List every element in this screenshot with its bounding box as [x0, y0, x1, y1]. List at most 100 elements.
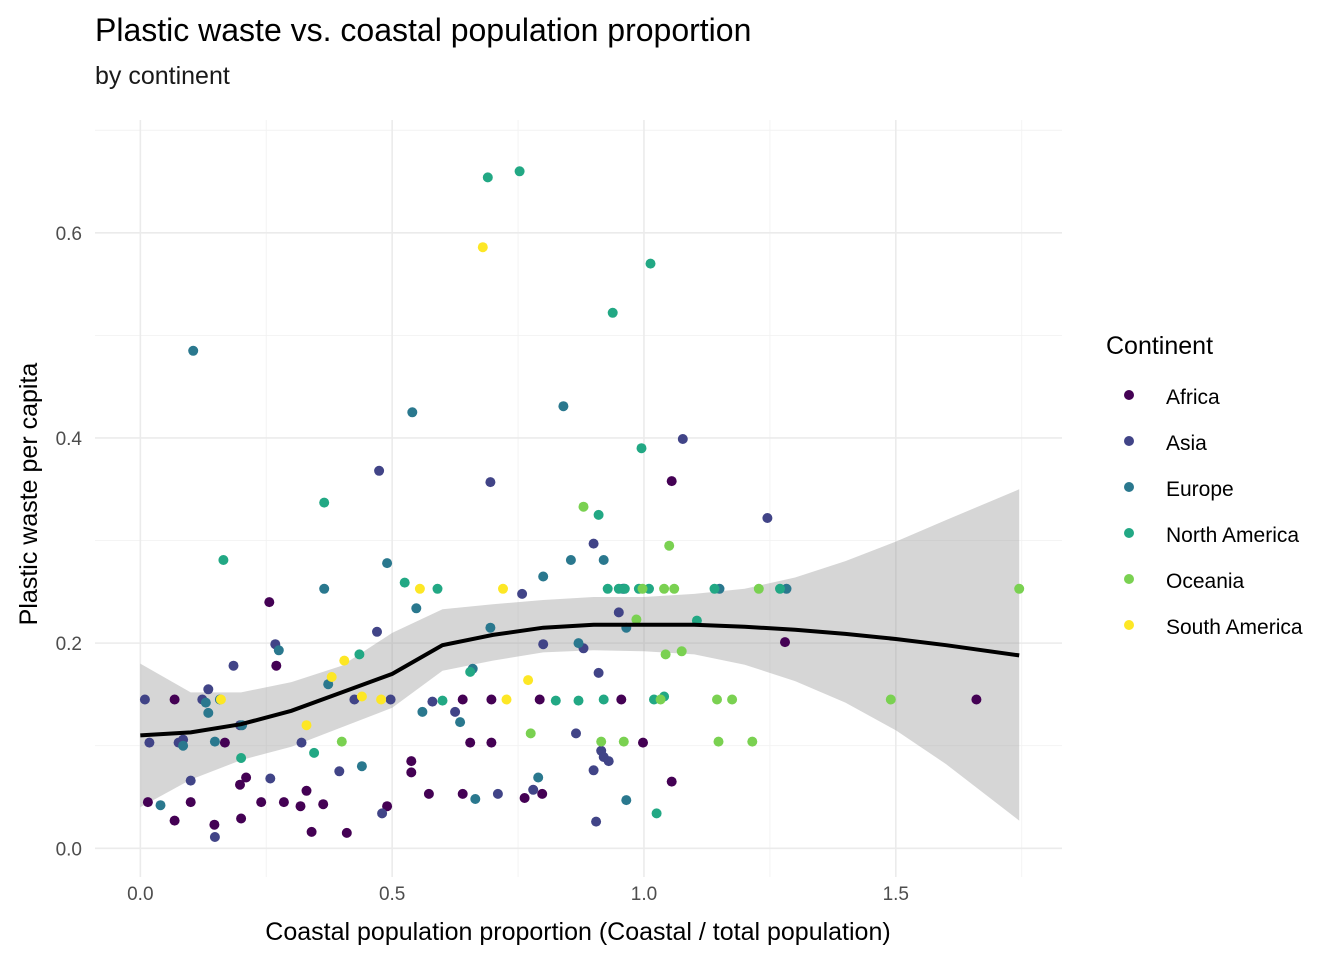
data-point-north-america [309, 747, 320, 758]
data-point-europe [200, 697, 211, 708]
y-axis-title: Plastic waste per capita [15, 363, 43, 626]
data-point-asia [538, 639, 549, 650]
y-tick-label: 0.6 [56, 224, 82, 245]
data-point-asia [677, 434, 688, 444]
data-point-asia [485, 477, 496, 488]
minor-gridlines [95, 120, 1062, 877]
data-point-europe [319, 583, 330, 594]
confidence-band-layer [140, 489, 1020, 821]
legend-label: Africa [1166, 386, 1220, 409]
data-point-north-america [709, 583, 720, 594]
data-point-north-america [619, 583, 630, 594]
data-point-south-america [356, 691, 367, 702]
data-point-africa [185, 797, 196, 808]
data-point-asia [588, 765, 599, 776]
data-point-oceania [659, 583, 670, 594]
legend-title: Continent [1106, 332, 1213, 360]
data-point-europe [573, 638, 584, 649]
data-point-north-america [399, 577, 410, 588]
data-point-europe [382, 558, 393, 569]
data-point-europe [417, 706, 428, 717]
data-point-oceania [885, 694, 896, 705]
points-layer [139, 166, 1025, 842]
data-point-africa [256, 797, 267, 808]
legend-label: Oceania [1166, 570, 1245, 593]
data-point-north-america [550, 695, 561, 706]
data-point-africa [457, 694, 468, 705]
legend-item-south-america: South America [1124, 616, 1303, 639]
data-point-asia [528, 784, 539, 795]
data-point-europe [356, 761, 367, 772]
data-point-africa [241, 772, 252, 783]
legend-item-oceania: Oceania [1124, 570, 1245, 593]
data-point-north-america [465, 666, 476, 677]
legend-label: South America [1166, 616, 1303, 639]
data-point-africa [486, 694, 497, 705]
data-point-oceania [578, 501, 589, 512]
data-point-asia [385, 694, 396, 705]
data-point-africa [278, 797, 289, 808]
data-point-south-america [498, 583, 508, 594]
data-point-asia [374, 465, 385, 476]
data-point-europe [558, 401, 569, 412]
data-point-north-america [645, 258, 656, 269]
data-point-asia [349, 694, 360, 705]
data-point-asia [492, 788, 503, 799]
data-point-europe [533, 772, 544, 783]
data-point-africa [406, 756, 417, 767]
data-point-africa [457, 788, 468, 799]
legend-key-oceania [1124, 574, 1134, 584]
data-point-oceania [727, 694, 738, 705]
data-point-europe [598, 555, 609, 565]
data-point-oceania [525, 728, 536, 739]
data-point-africa [142, 797, 153, 808]
data-point-asia [450, 706, 461, 717]
legend-item-africa: Africa [1124, 386, 1220, 409]
data-point-south-america [501, 694, 512, 705]
data-point-asia [427, 696, 438, 707]
data-point-asia [209, 832, 220, 842]
data-point-africa [209, 819, 220, 830]
data-point-asia [591, 816, 602, 827]
y-axis-ticks: 0.0 0.2 0.4 0.6 [56, 224, 83, 860]
data-point-africa [638, 737, 648, 748]
data-point-africa [534, 694, 545, 705]
x-tick-label: 1.5 [883, 884, 909, 905]
data-point-asia [613, 607, 624, 618]
data-point-asia [334, 766, 345, 777]
data-point-africa [406, 767, 417, 778]
data-point-oceania [747, 736, 758, 747]
confidence-band [140, 489, 1020, 821]
smooth-line-layer [140, 622, 1020, 738]
data-point-africa [616, 694, 627, 705]
data-point-oceania [637, 583, 648, 594]
y-tick-label: 0.0 [56, 839, 82, 860]
data-point-oceania [713, 736, 724, 747]
legend-label: North America [1166, 524, 1299, 547]
data-point-north-america [514, 166, 525, 177]
data-point-africa [264, 597, 275, 608]
data-point-europe [407, 407, 418, 418]
data-point-africa [666, 476, 677, 487]
data-point-south-america [523, 675, 534, 686]
data-point-north-america [432, 583, 443, 594]
data-point-europe [470, 794, 481, 804]
data-point-oceania [631, 614, 642, 625]
chart-subtitle: by continent [95, 62, 230, 90]
data-point-asia [139, 694, 150, 705]
data-point-europe [155, 800, 166, 811]
y-tick-label: 0.2 [56, 634, 82, 655]
data-point-africa [465, 737, 476, 748]
data-point-oceania [618, 736, 629, 747]
data-point-asia [372, 626, 382, 637]
data-point-oceania [753, 583, 764, 594]
data-point-asia [571, 728, 581, 739]
legend-key-europe [1124, 482, 1134, 492]
x-axis-title: Coastal population proportion (Coastal /… [265, 918, 890, 946]
data-point-south-america [376, 694, 387, 705]
loess-smooth-line [140, 622, 1020, 738]
data-point-europe [621, 795, 632, 806]
data-point-africa [537, 788, 548, 799]
data-point-oceania [596, 736, 607, 747]
